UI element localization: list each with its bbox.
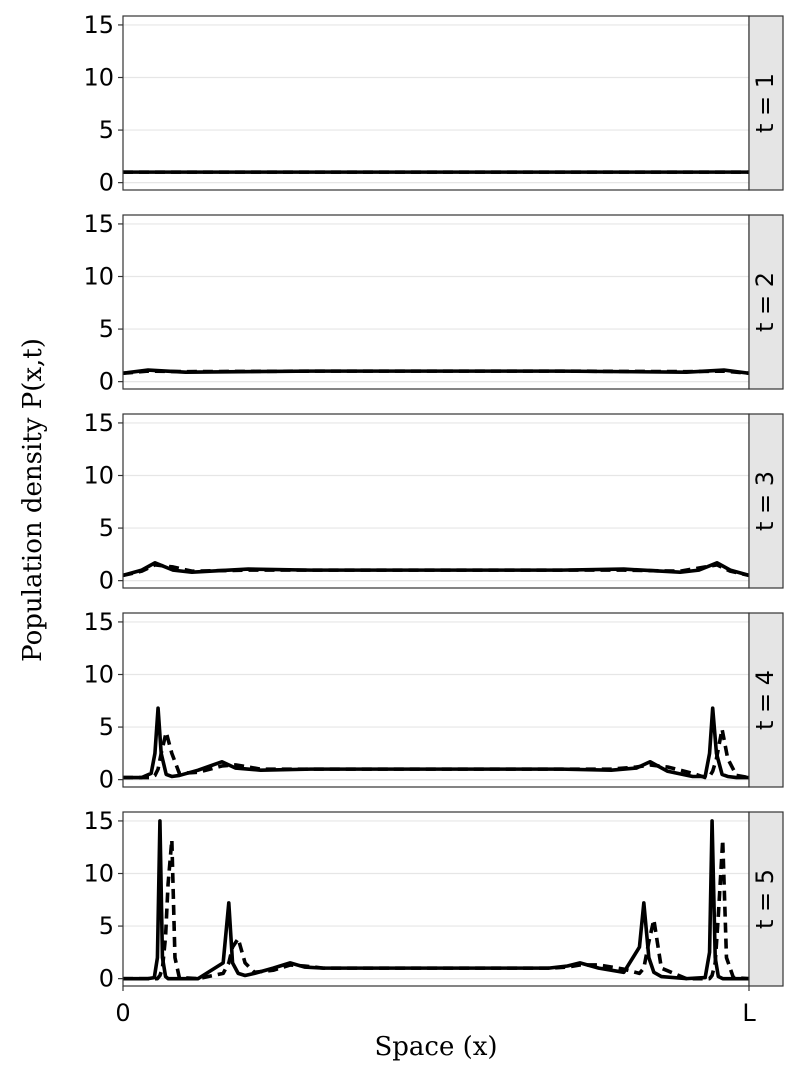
facet-label: t = 2: [751, 272, 779, 332]
facet-strip: [748, 413, 784, 589]
facet-label: t = 5: [751, 869, 779, 929]
y-tick-label: 10: [83, 462, 114, 490]
y-tick-label: 5: [99, 116, 114, 144]
y-tick-label: 0: [99, 766, 114, 794]
facet-strip: [748, 612, 784, 788]
series-line: [123, 727, 750, 780]
facet-label: t = 4: [751, 670, 779, 730]
facet-strip: [748, 811, 784, 987]
y-tick-label: 10: [83, 661, 114, 689]
panel-background: [123, 215, 749, 389]
panel-background: [123, 16, 749, 190]
x-tick-label: L: [742, 999, 756, 1027]
y-tick-label: 0: [99, 567, 114, 595]
series-line: [123, 838, 750, 981]
y-tick-label: 0: [99, 965, 114, 993]
y-tick-label: 10: [83, 64, 114, 92]
panel-background: [123, 613, 749, 787]
y-tick-label: 15: [83, 11, 114, 39]
y-tick-label: 0: [99, 368, 114, 396]
panel-background: [123, 414, 749, 588]
series-line: [123, 706, 749, 780]
y-tick-label: 15: [83, 409, 114, 437]
y-axis-label: Population density P(x,t): [18, 338, 48, 662]
panel-background: [123, 812, 749, 986]
x-axis-label: Space (x): [374, 1032, 497, 1062]
series-line: [122, 369, 750, 376]
facet-label: t = 3: [751, 471, 779, 531]
y-tick-label: 10: [83, 263, 114, 291]
facet-strip: [748, 214, 784, 390]
y-tick-label: 5: [99, 713, 114, 741]
y-tick-label: 5: [99, 315, 114, 343]
y-tick-label: 5: [99, 514, 114, 542]
x-tick-label: 0: [115, 999, 130, 1027]
y-tick-label: 15: [83, 210, 114, 238]
facet-label: t = 1: [751, 73, 779, 133]
y-tick-label: 10: [83, 860, 114, 888]
y-tick-label: 0: [99, 169, 114, 197]
facet-strip: [748, 15, 784, 191]
y-tick-label: 15: [83, 608, 114, 636]
series-line: [122, 563, 750, 578]
y-tick-label: 5: [99, 912, 114, 940]
y-tick-label: 15: [83, 807, 114, 835]
